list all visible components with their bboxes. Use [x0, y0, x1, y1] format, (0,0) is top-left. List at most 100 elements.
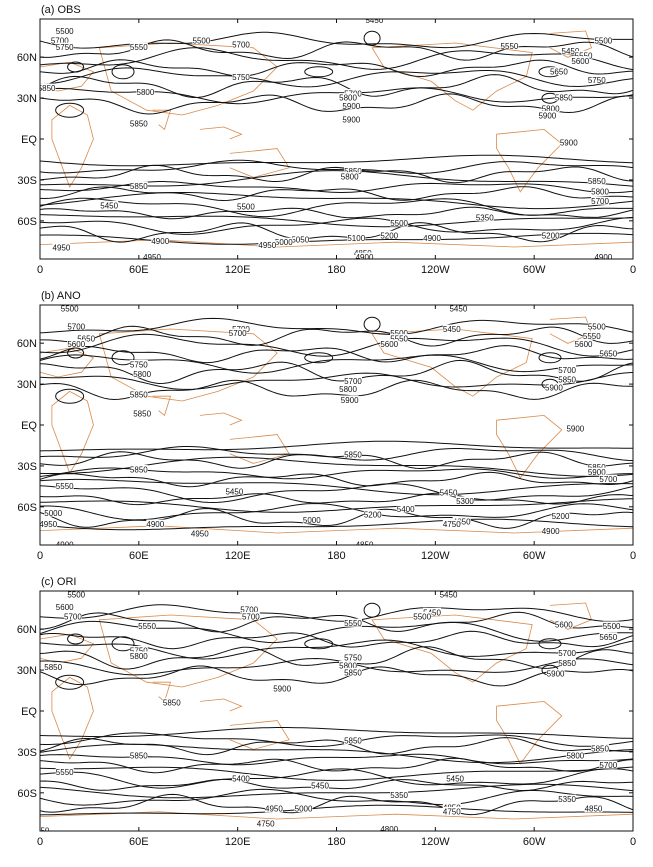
- contour-label-bg: [554, 620, 573, 629]
- lon-tick-label: 60W: [523, 836, 546, 848]
- contour-label: 5750: [344, 653, 362, 662]
- contour-label: 5800: [542, 105, 560, 114]
- contour-label: 5450: [562, 47, 580, 56]
- contour-label-bg: [423, 233, 442, 242]
- contour-label-bg: [584, 804, 603, 813]
- lat-tick-label: EQ: [21, 134, 37, 146]
- lon-tick-label: 0: [630, 550, 636, 562]
- contour-label-bg: [343, 652, 362, 661]
- contour-loop: [538, 638, 562, 650]
- contour-label-bg: [129, 751, 148, 759]
- contour-label: 5550: [390, 335, 408, 344]
- contour-label: 5350: [558, 795, 576, 804]
- map-frame: [39, 590, 634, 832]
- contour-label: 4750: [443, 807, 461, 816]
- contour-label-bg: [363, 510, 382, 518]
- contour-line: [40, 604, 633, 622]
- contour-loop: [55, 674, 85, 690]
- contour-label-bg: [591, 187, 610, 196]
- contour-label: 4850: [453, 517, 471, 526]
- contour-line: [40, 214, 633, 228]
- lon-tick-label: 60E: [129, 836, 149, 848]
- contour-label-bg: [538, 110, 557, 119]
- lon-tick-label: 120W: [421, 264, 450, 276]
- contour-label: 5200: [380, 231, 398, 240]
- contour-label: 5550: [138, 622, 156, 631]
- lat-tick-label: 30N: [17, 93, 37, 105]
- contour-label-bg: [256, 819, 275, 828]
- contour-label: 5900: [342, 102, 360, 111]
- contour-label-bg: [241, 611, 260, 620]
- contour-label: 5750: [130, 647, 148, 656]
- coastline: [98, 42, 278, 116]
- contour-label-bg: [44, 662, 63, 671]
- contour-line: [40, 665, 633, 687]
- contour-label: 5900: [547, 670, 565, 679]
- contour-line: [40, 804, 633, 816]
- contour-line: [40, 232, 633, 245]
- lon-tick-label: 180: [327, 264, 345, 276]
- contour-label: 5400: [397, 505, 415, 514]
- contour-label-bg: [602, 621, 621, 630]
- lat-tick-label: EQ: [21, 706, 37, 718]
- contour-label-bg: [228, 328, 247, 337]
- lon-tick-label: 120E: [225, 836, 251, 848]
- map-frame: [39, 18, 634, 260]
- contour-label-bg: [55, 540, 74, 545]
- contour-label-bg: [50, 35, 69, 44]
- contour-label: 5850: [38, 84, 56, 93]
- contour-label-bg: [390, 328, 409, 337]
- contour-label-bg: [599, 632, 618, 641]
- contour-label-bg: [192, 35, 211, 44]
- lon-tick-label: 120W: [421, 836, 450, 848]
- coastline: [496, 414, 563, 479]
- contour-label-bg: [442, 519, 461, 528]
- coastline: [51, 390, 94, 474]
- contour-label: 5400: [232, 775, 250, 784]
- contour-label-bg: [546, 669, 565, 678]
- contour-label-bg: [311, 781, 330, 789]
- contour-label: 5550: [56, 768, 74, 777]
- contour-label: 5850: [130, 391, 148, 400]
- contour-loop: [363, 602, 381, 618]
- contour-loop: [111, 64, 135, 80]
- coastline: [40, 239, 633, 248]
- contour-label: 5000: [275, 238, 293, 247]
- contour-label: 4750: [443, 520, 461, 529]
- contour-label: 4900: [356, 253, 374, 262]
- contour-label-bg: [449, 305, 468, 313]
- contour-label-bg: [146, 519, 165, 528]
- contour-label-bg: [133, 409, 152, 418]
- contour-label: 5850: [558, 376, 576, 385]
- contour-label-bg: [143, 252, 162, 259]
- contour-label-bg: [240, 605, 259, 614]
- contour-line: [40, 502, 633, 521]
- contour-line: [40, 498, 633, 513]
- contour-label-bg: [541, 104, 560, 112]
- contour-label-bg: [273, 684, 292, 693]
- contour-label: 5900: [588, 468, 606, 477]
- contour-label: 5100: [347, 234, 365, 243]
- contour-line: [40, 192, 633, 210]
- contour-label-bg: [55, 481, 74, 490]
- contour-line: [40, 483, 633, 504]
- contour-label: 5800: [133, 370, 151, 379]
- contour-label: 5850: [130, 752, 148, 761]
- contour-label-bg: [439, 488, 458, 497]
- contour-label-bg: [190, 529, 209, 538]
- contour-label-bg: [347, 233, 366, 242]
- lon-tick-label: 60E: [129, 264, 149, 276]
- contour-line: [40, 793, 633, 816]
- contour-label-bg: [40, 519, 58, 528]
- contour-line: [40, 518, 633, 531]
- contour-line: [40, 778, 633, 792]
- contour-label: 5700: [229, 329, 247, 338]
- contour-label: 5800: [566, 752, 584, 761]
- contour-label-bg: [55, 602, 74, 611]
- contour-label-bg: [541, 230, 560, 239]
- contour-label: 4950: [265, 805, 283, 814]
- contour-label: 5800: [130, 652, 148, 661]
- contour-label: 5450: [100, 201, 118, 210]
- lon-tick-label: 180: [327, 836, 345, 848]
